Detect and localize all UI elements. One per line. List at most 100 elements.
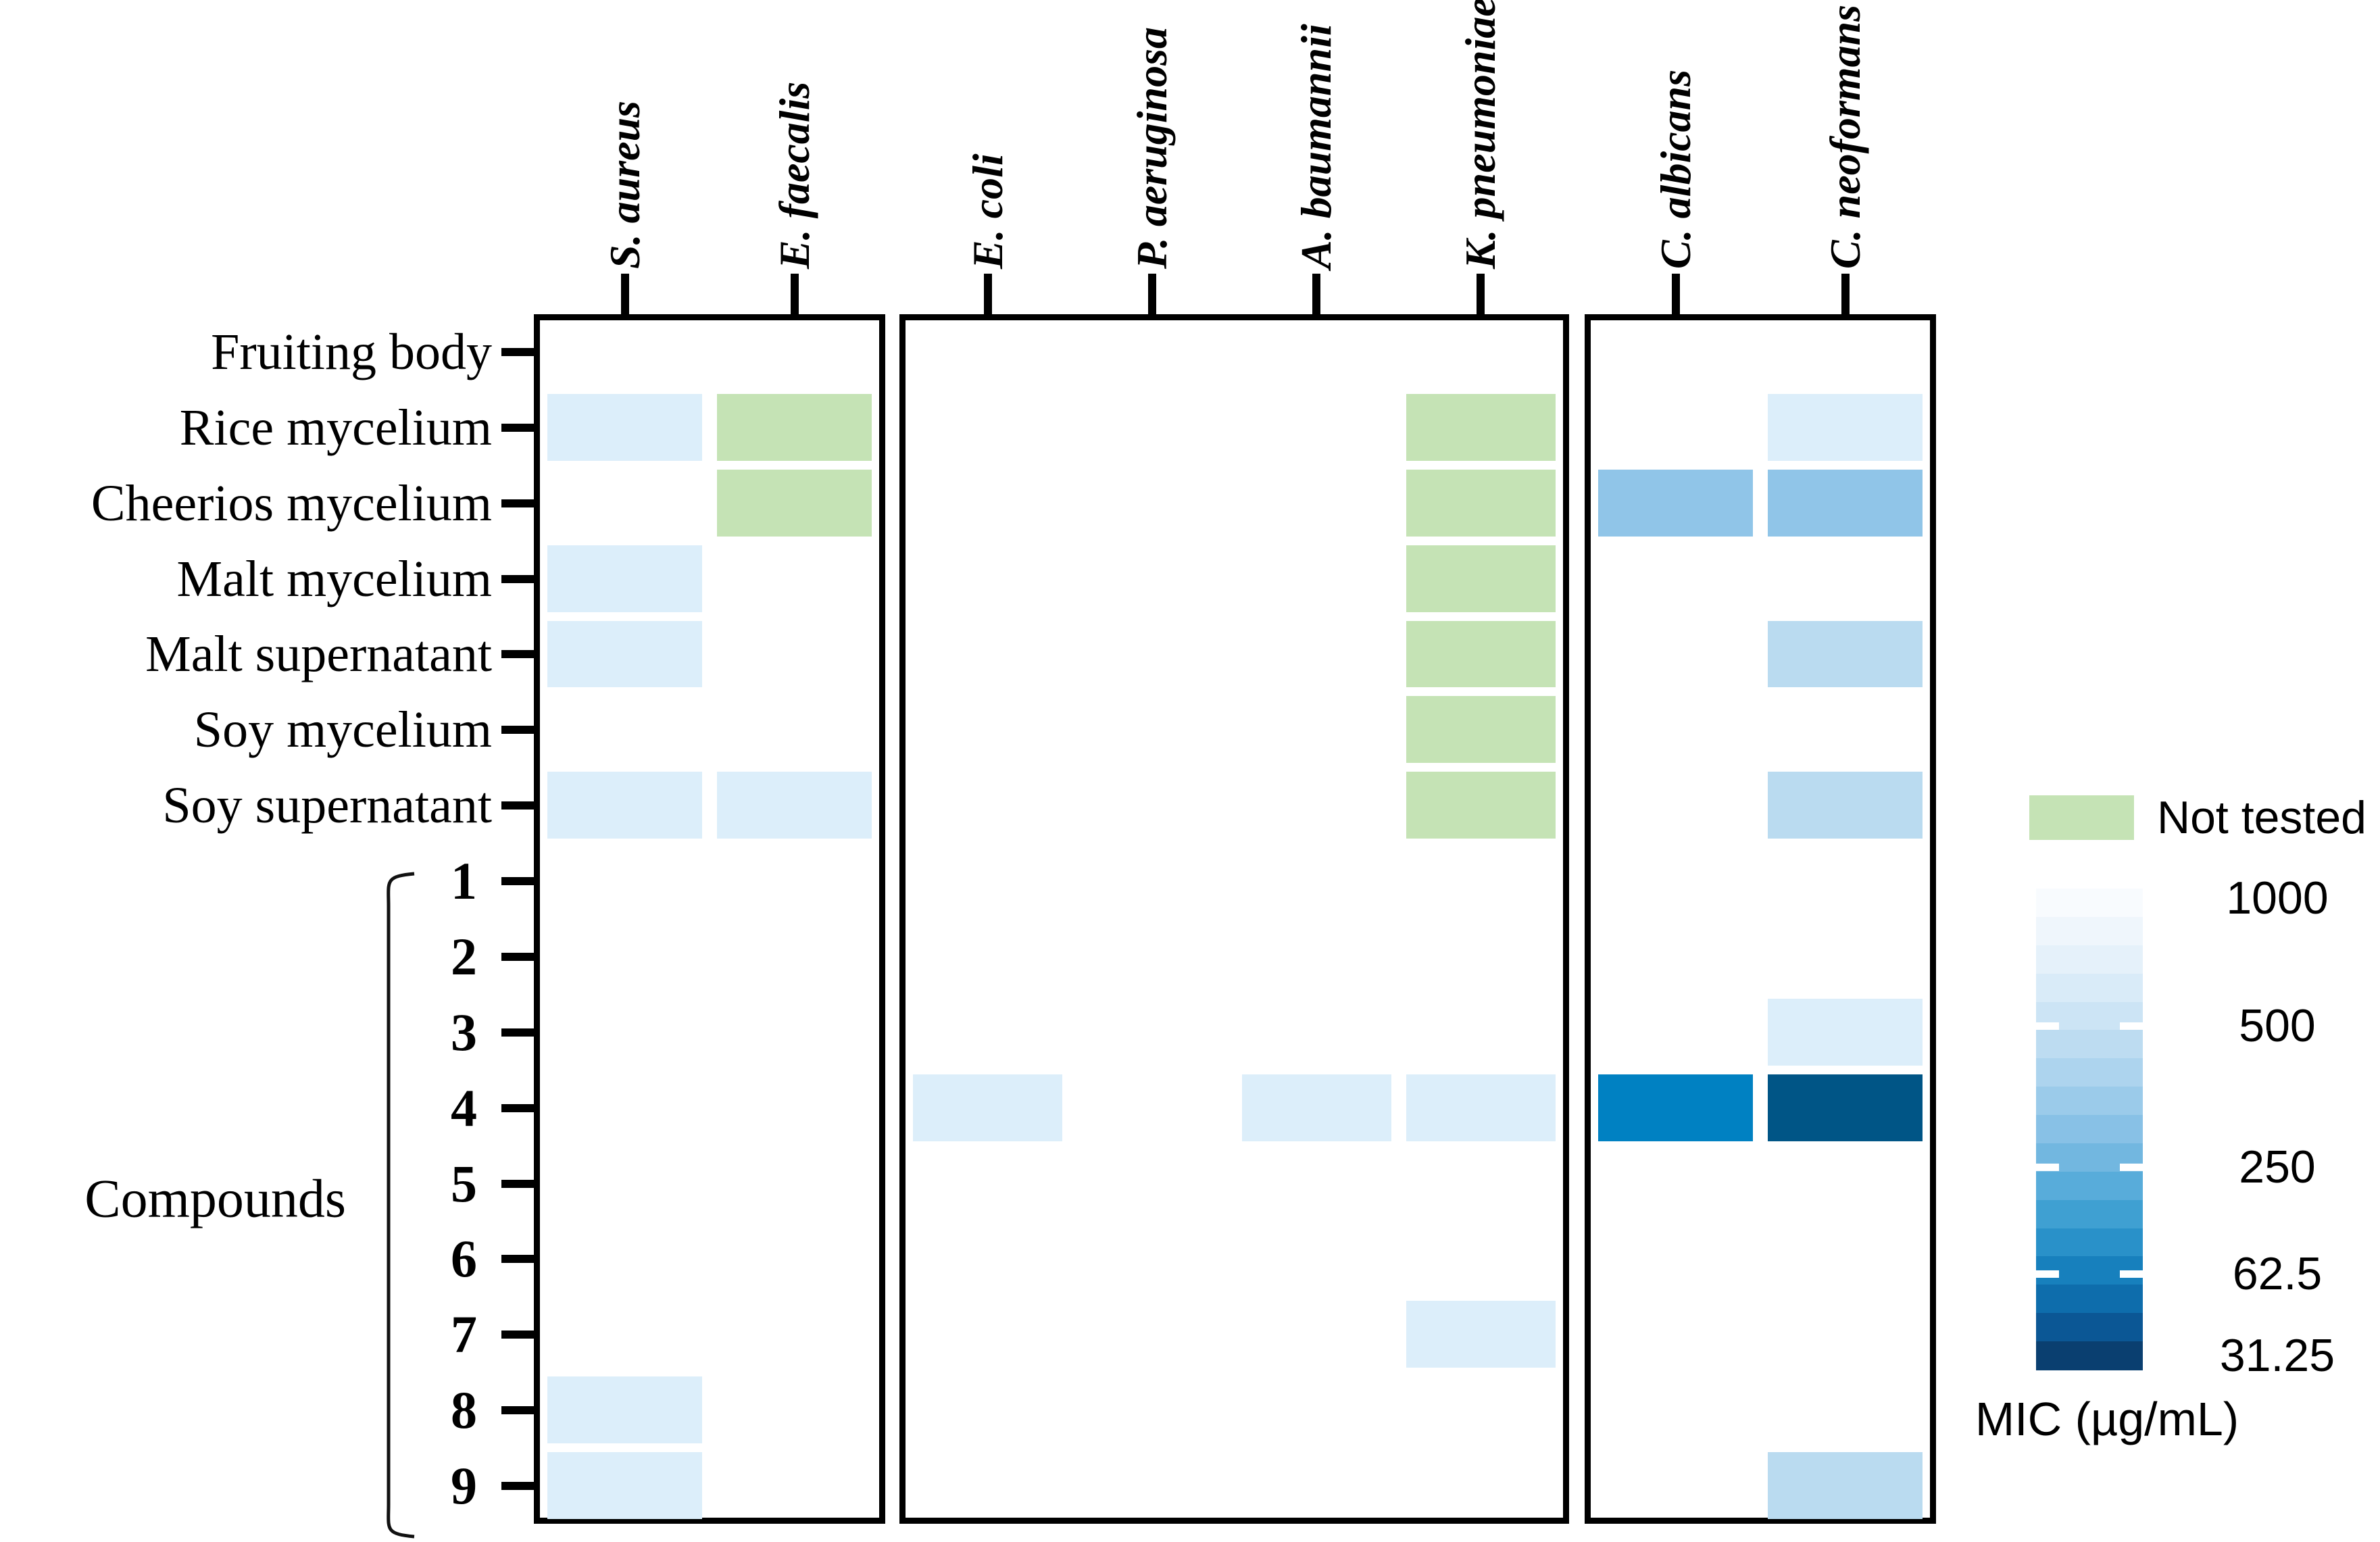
extract-row-label: Fruiting body — [211, 323, 492, 380]
heatmap-cell — [1768, 1074, 1923, 1141]
column-tick — [1312, 274, 1321, 314]
heatmap-cell — [1406, 1301, 1556, 1368]
compound-number-label: 7 — [451, 1305, 477, 1364]
not-tested-swatch — [2029, 795, 2134, 840]
heatmap-cell — [1768, 772, 1923, 839]
extract-row-label: Rice mycelium — [179, 399, 492, 456]
not-tested-label: Not tested — [2157, 792, 2366, 843]
compound-number-label: 1 — [451, 851, 477, 911]
heatmap-cell — [1406, 772, 1556, 839]
heatmap-cell — [547, 620, 702, 688]
colorbar-band — [2036, 889, 2143, 918]
row-tick — [501, 650, 535, 659]
colorbar-band — [2036, 1030, 2143, 1060]
compound-number-label: 2 — [451, 926, 477, 986]
compounds-bracket — [387, 872, 415, 1539]
column-header: C. albicans — [1651, 69, 1700, 269]
row-tick — [501, 1028, 535, 1037]
heatmap-cell — [547, 393, 702, 461]
colorbar-band — [2036, 916, 2143, 946]
column-tick — [620, 274, 629, 314]
heatmap-cell — [1768, 998, 1923, 1066]
heatmap-cell — [1768, 620, 1923, 688]
column-header: E. faecalis — [770, 81, 818, 269]
compound-number-label: 3 — [451, 1002, 477, 1062]
heatmap-cell — [1768, 393, 1923, 461]
compound-number-label: 6 — [451, 1229, 477, 1289]
column-tick — [790, 274, 799, 314]
row-tick — [501, 726, 535, 735]
colorbar-tick-label: 62.5 — [2232, 1247, 2323, 1299]
heatmap-cell — [1598, 469, 1753, 537]
colorbar-band — [2036, 1058, 2143, 1088]
heatmap-cell — [1241, 1074, 1391, 1141]
colorbar-notch — [2036, 1163, 2059, 1171]
column-tick — [1477, 274, 1485, 314]
colorbar-tick-label: 500 — [2239, 999, 2316, 1051]
heatmap-cell — [1406, 545, 1556, 612]
heatmap-cell — [1598, 1074, 1753, 1141]
row-tick — [501, 499, 535, 507]
colorbar-tick-label: 31.25 — [2219, 1329, 2335, 1381]
colorbar-band — [2036, 1199, 2143, 1229]
row-tick — [501, 1482, 535, 1491]
row-tick — [501, 1406, 535, 1415]
heatmap-cell — [547, 1376, 702, 1444]
colorbar-tick-label: 1000 — [2226, 872, 2329, 924]
heatmap-cell — [1406, 469, 1556, 537]
mic-colorbar — [2036, 889, 2143, 1370]
colorbar-band — [2036, 1285, 2143, 1314]
extract-row-label: Malt mycelium — [176, 550, 492, 607]
extract-row-label: Malt supernatant — [145, 626, 492, 683]
heatmap-cell — [1406, 696, 1556, 764]
column-header: S. aureus — [600, 101, 649, 269]
row-tick — [501, 423, 535, 432]
colorbar-notch — [2120, 1270, 2143, 1278]
row-tick — [501, 1255, 535, 1264]
compounds-group-label: Compounds — [84, 1169, 346, 1229]
heatmap-cell — [913, 1074, 1063, 1141]
heatmap-cell — [547, 545, 702, 612]
compound-number-label: 5 — [451, 1153, 477, 1213]
heatmap-cell — [1768, 469, 1923, 537]
column-header: C. neoformans — [1820, 4, 1869, 269]
row-tick — [501, 801, 535, 810]
colorbar-band — [2036, 1228, 2143, 1258]
heatmap-cell — [1406, 1074, 1556, 1141]
extract-row-label: Soy supernatant — [162, 777, 492, 835]
colorbar-band — [2036, 1087, 2143, 1116]
colorbar-band — [2036, 1115, 2143, 1144]
colorbar-notch — [2120, 1163, 2143, 1171]
compound-number-label: 8 — [451, 1381, 477, 1440]
colorbar-band — [2036, 973, 2143, 1003]
row-tick — [501, 877, 535, 886]
heatmap-cell — [1768, 1452, 1923, 1519]
heatmap-cell — [717, 393, 872, 461]
row-tick — [501, 1103, 535, 1112]
column-header: E. coli — [963, 153, 1012, 269]
extract-row-label: Cheerios mycelium — [91, 474, 492, 532]
column-header: A. baumannii — [1292, 24, 1341, 269]
column-header: P. aeruginosa — [1127, 26, 1176, 269]
heatmap-cell — [1406, 620, 1556, 688]
heatmap-cell — [547, 1452, 702, 1519]
compound-number-label: 4 — [451, 1078, 477, 1137]
colorbar-notch — [2036, 1022, 2059, 1030]
row-tick — [501, 1179, 535, 1188]
heatmap-cell — [1406, 393, 1556, 461]
column-tick — [1671, 274, 1680, 314]
heatmap-cell — [717, 772, 872, 839]
colorbar-notch — [2120, 1022, 2143, 1030]
colorbar-band — [2036, 1341, 2143, 1370]
column-tick — [1147, 274, 1156, 314]
row-tick — [501, 1330, 535, 1339]
colorbar-band — [2036, 945, 2143, 974]
column-header: K. pneumoniae — [1456, 0, 1505, 269]
extract-row-label: Soy mycelium — [193, 701, 492, 759]
compound-number-label: 9 — [451, 1456, 477, 1516]
colorbar-tick-label: 250 — [2239, 1141, 2316, 1193]
mic-colorbar-title: MIC (µg/mL) — [1975, 1393, 2239, 1445]
heatmap-cell — [547, 772, 702, 839]
column-tick — [983, 274, 992, 314]
